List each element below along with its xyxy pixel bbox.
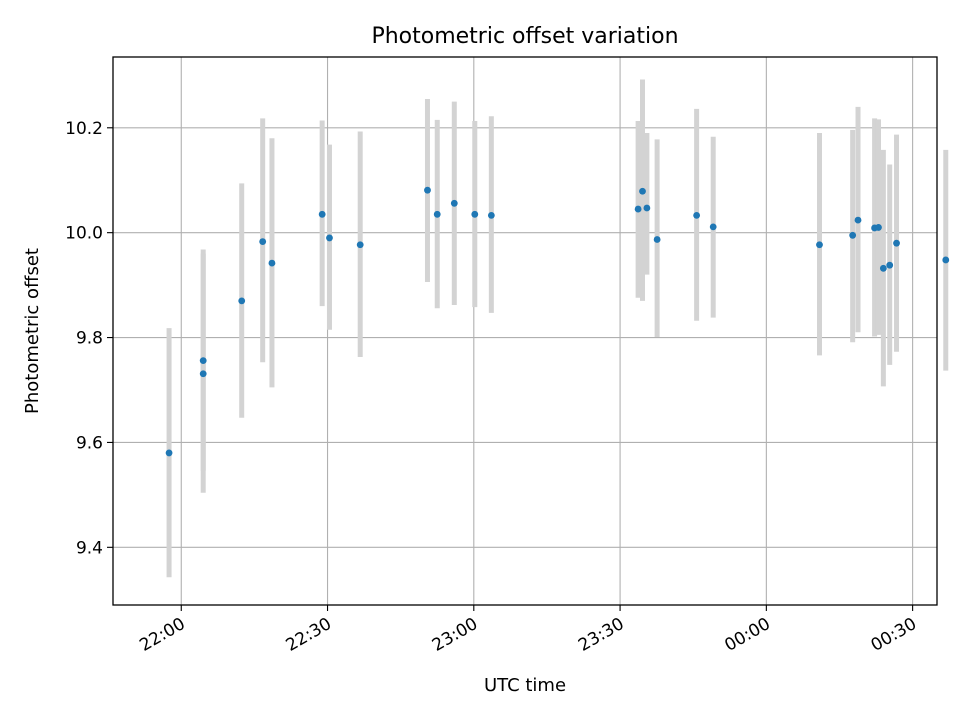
data-point	[709, 223, 717, 231]
data-point	[487, 211, 495, 219]
data-point	[886, 261, 894, 269]
data-point	[634, 205, 642, 213]
data-point	[165, 449, 173, 457]
data-point	[259, 238, 267, 245]
data-point	[816, 241, 823, 249]
data-point	[639, 187, 646, 195]
data-point	[199, 357, 207, 365]
data-point	[450, 199, 458, 207]
data-point	[942, 256, 950, 264]
data-point	[879, 264, 887, 272]
data-point	[693, 211, 701, 219]
y-tick-label: 10.0	[65, 224, 103, 244]
data-point	[318, 210, 326, 218]
data-point	[643, 204, 651, 212]
data-point	[326, 234, 333, 242]
data-point	[238, 297, 246, 305]
data-point	[849, 231, 857, 239]
data-point	[199, 370, 207, 378]
plot-area-frame	[112, 56, 938, 606]
y-tick-label: 9.6	[76, 433, 103, 453]
data-point	[433, 210, 441, 218]
chart-title: Photometric offset variation	[371, 24, 678, 49]
y-axis-label: Photometric offset	[22, 248, 43, 414]
data-point	[854, 216, 862, 224]
data-point	[653, 236, 661, 243]
y-tick-label: 9.4	[76, 538, 103, 558]
y-axis-ticks: 9.4 9.6 9.8 10.0 10.2	[65, 119, 113, 558]
data-points	[165, 186, 950, 457]
data-point	[893, 239, 900, 247]
data-point	[268, 259, 276, 267]
data-point	[875, 224, 882, 231]
data-point	[356, 241, 364, 249]
y-tick-label: 10.2	[65, 119, 103, 139]
data-point	[471, 210, 479, 218]
data-point	[424, 186, 431, 194]
y-tick-label: 9.8	[76, 329, 103, 349]
x-axis-label: UTC time	[484, 675, 566, 696]
